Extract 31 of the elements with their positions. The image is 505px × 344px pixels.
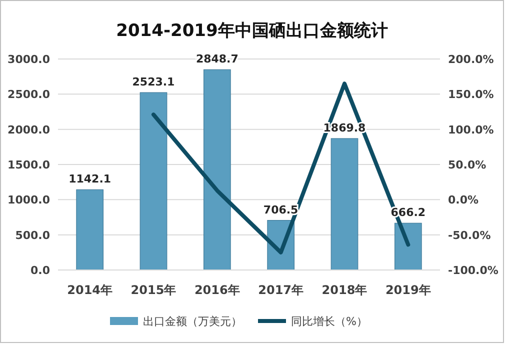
y-tick-label: 1000.0: [8, 194, 50, 207]
legend-label: 同比增长（%）: [291, 315, 368, 328]
x-tick-label: 2014年: [67, 283, 113, 297]
x-tick-label: 2017年: [258, 283, 304, 297]
y2-tick-label: -50.0%: [448, 228, 491, 242]
y-tick-label: 1500.0: [8, 158, 50, 172]
y2-tick-label: -100.0%: [448, 264, 498, 277]
y-tick-label: 500.0: [15, 228, 50, 242]
y-tick-label: 0.0: [30, 264, 50, 277]
data-label: 2848.7: [196, 52, 238, 66]
chart-title: 2014-2019年中国硒出口金额统计: [116, 21, 388, 41]
x-tick-label: 2018年: [322, 283, 368, 297]
x-tick-label: 2019年: [385, 283, 431, 297]
bar: [330, 138, 358, 270]
y2-tick-label: 0.0%: [448, 194, 479, 207]
bar: [203, 69, 231, 270]
x-tick-label: 2015年: [130, 283, 176, 297]
x-tick-label: 2016年: [194, 283, 240, 297]
data-label: 2523.1: [132, 76, 175, 89]
y-tick-label: 3000.0: [8, 53, 50, 66]
data-label: 1142.1: [68, 172, 112, 186]
y2-tick-label: 200.0%: [448, 53, 494, 66]
y2-tick-label: 150.0%: [448, 88, 494, 102]
legend-label: 出口金额（万美元）: [143, 315, 242, 328]
bar: [394, 222, 422, 270]
bar: [140, 92, 168, 270]
y2-tick-label: 50.0%: [448, 158, 486, 172]
y2-tick-label: 100.0%: [448, 123, 494, 136]
bar: [76, 189, 104, 270]
y-tick-label: 2500.0: [8, 88, 50, 102]
y-tick-label: 2000.0: [8, 123, 50, 136]
